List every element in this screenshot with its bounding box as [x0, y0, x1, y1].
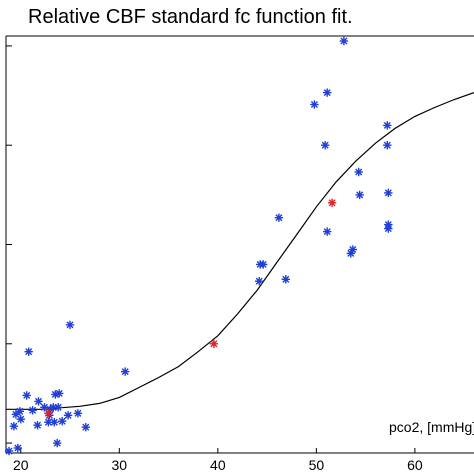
x-tick-label: 30: [112, 457, 128, 473]
data-point: [9, 422, 19, 431]
data-point: [255, 277, 264, 286]
data-point: [354, 167, 363, 177]
data-point: [55, 389, 64, 398]
highlighted-point: [44, 409, 53, 418]
data-point: [323, 227, 332, 236]
data-point: [24, 347, 33, 356]
data-point: [120, 367, 130, 376]
data-point: [73, 409, 83, 418]
data-point: [65, 320, 75, 330]
data-point: [63, 411, 73, 420]
x-axis-label: pco2, [mmHg]: [389, 419, 474, 435]
x-tick-label: 60: [407, 457, 423, 473]
data-point: [81, 423, 91, 432]
data-point: [33, 421, 42, 430]
data-point: [384, 188, 393, 198]
highlighted-point: [209, 339, 219, 348]
data-point: [50, 418, 59, 427]
data-point: [58, 417, 67, 426]
x-tick-label: 20: [13, 457, 29, 473]
data-point: [348, 245, 357, 254]
points-layer: [4, 36, 393, 456]
fit-line: [6, 92, 474, 410]
data-point: [383, 140, 392, 150]
data-point: [384, 224, 393, 233]
data-point: [22, 391, 31, 400]
data-point: [274, 213, 284, 222]
data-point: [355, 190, 364, 200]
data-point: [54, 403, 63, 412]
fit-layer: [6, 92, 474, 410]
data-point: [281, 275, 290, 284]
data-point: [15, 407, 24, 416]
highlighted-point: [327, 198, 337, 208]
data-point: [28, 406, 37, 415]
data-point: [34, 397, 43, 406]
data-point: [13, 443, 22, 453]
chart-title: Relative CBF standard fc function fit.: [28, 6, 353, 28]
data-point: [53, 438, 62, 448]
data-point: [339, 36, 349, 46]
axes: 20 30 40 50 60: [5, 35, 474, 473]
data-point: [323, 88, 332, 97]
x-tick-label: 50: [309, 457, 325, 473]
data-point: [310, 100, 319, 109]
data-point: [321, 140, 330, 150]
data-point: [259, 260, 268, 269]
data-point: [383, 121, 392, 130]
data-point: [4, 446, 14, 456]
x-tick-label: 40: [210, 457, 226, 473]
